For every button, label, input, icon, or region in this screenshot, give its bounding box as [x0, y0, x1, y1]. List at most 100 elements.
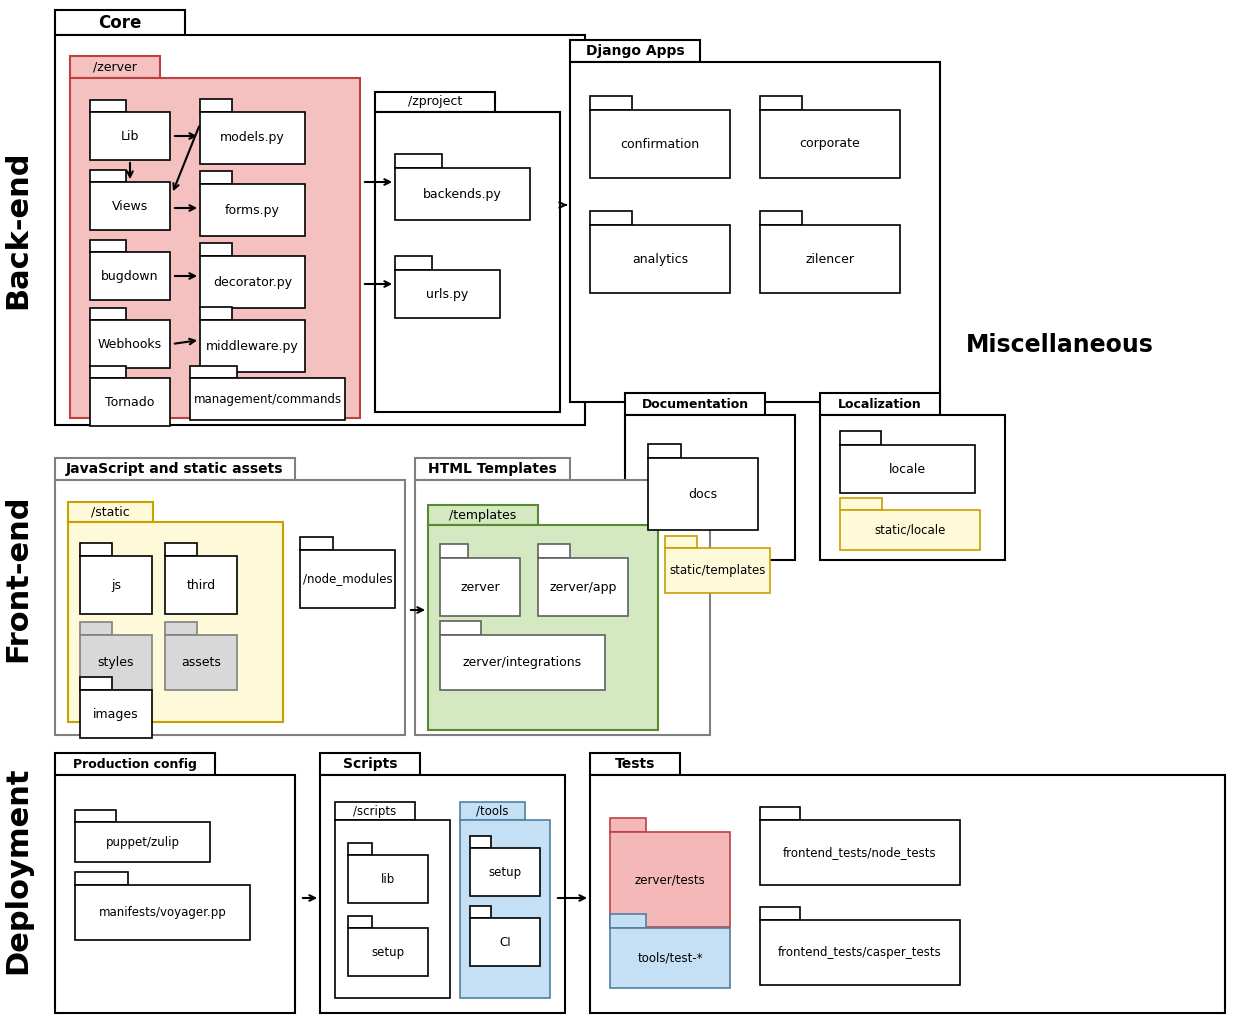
Bar [348, 928, 428, 976]
Text: assets: assets [181, 657, 221, 669]
Bar [471, 906, 491, 918]
Bar [471, 848, 540, 896]
Text: zerver/tests: zerver/tests [635, 873, 705, 886]
Bar [761, 807, 799, 820]
Bar [90, 252, 169, 300]
Bar [55, 753, 215, 775]
Text: Core: Core [98, 13, 142, 32]
Bar [90, 240, 126, 252]
Bar [840, 445, 975, 493]
Bar [428, 525, 658, 730]
Bar [395, 256, 432, 270]
Bar [200, 112, 305, 164]
Bar [761, 211, 802, 225]
Text: analytics: analytics [633, 252, 688, 265]
Text: /zproject: /zproject [408, 96, 462, 108]
Bar [375, 92, 494, 112]
Text: backends.py: backends.py [423, 188, 502, 200]
Bar [200, 243, 231, 256]
Bar [55, 775, 295, 1013]
Bar [190, 366, 236, 378]
Text: Localization: Localization [838, 397, 922, 410]
Bar [570, 62, 940, 402]
Bar [75, 810, 115, 822]
Bar [820, 415, 1005, 560]
Text: Webhooks: Webhooks [98, 338, 162, 350]
Bar [590, 753, 680, 775]
Text: static/locale: static/locale [875, 524, 946, 536]
Bar [164, 543, 197, 556]
Bar [610, 914, 646, 928]
Text: /static: /static [92, 505, 129, 519]
Text: Lib: Lib [120, 130, 139, 143]
Bar [840, 431, 881, 445]
Bar [375, 112, 560, 412]
Text: /zerver: /zerver [93, 60, 137, 74]
Text: puppet/zulip: puppet/zulip [105, 835, 179, 848]
Bar [335, 803, 415, 820]
Bar [90, 378, 169, 426]
Bar [68, 522, 282, 722]
Bar [665, 548, 771, 593]
Bar [471, 836, 491, 848]
Bar [200, 171, 231, 184]
Bar [415, 480, 710, 735]
Bar [610, 832, 730, 927]
Bar [761, 96, 802, 110]
Bar [80, 677, 113, 690]
Bar [625, 393, 766, 415]
Text: middleware.py: middleware.py [206, 340, 299, 352]
Bar [441, 544, 468, 558]
Bar [164, 635, 237, 690]
Bar [461, 803, 525, 820]
Text: docs: docs [689, 487, 718, 500]
Bar [840, 510, 980, 550]
Bar [75, 872, 128, 885]
Text: tools/test-*: tools/test-* [638, 952, 703, 965]
Bar [90, 182, 169, 230]
Text: Tornado: Tornado [105, 395, 154, 408]
Text: decorator.py: decorator.py [213, 276, 292, 289]
Bar [461, 820, 550, 998]
Bar [90, 320, 169, 368]
Bar [761, 907, 799, 920]
Text: /templates: /templates [449, 508, 517, 522]
Bar [90, 100, 126, 112]
Text: zilencer: zilencer [806, 252, 855, 265]
Bar [80, 622, 113, 635]
Text: setup: setup [488, 866, 522, 878]
Bar [75, 885, 250, 940]
Text: Django Apps: Django Apps [586, 44, 684, 58]
Bar [55, 480, 405, 735]
Bar [55, 10, 184, 35]
Bar [610, 818, 646, 832]
Bar [80, 690, 152, 738]
Bar [590, 110, 730, 178]
Bar [590, 225, 730, 293]
Bar [538, 544, 570, 558]
Text: corporate: corporate [799, 138, 861, 150]
Text: Documentation: Documentation [641, 397, 748, 410]
Text: Front-end: Front-end [4, 494, 33, 662]
Bar [441, 558, 520, 616]
Bar [190, 378, 345, 420]
Text: locale: locale [889, 463, 926, 476]
Bar [761, 920, 960, 985]
Text: JavaScript and static assets: JavaScript and static assets [67, 461, 284, 476]
Bar [200, 256, 305, 308]
Text: frontend_tests/node_tests: frontend_tests/node_tests [783, 846, 936, 859]
Text: images: images [93, 708, 139, 721]
Bar [428, 505, 538, 525]
Text: setup: setup [371, 945, 404, 959]
Bar [441, 635, 605, 690]
Text: Miscellaneous: Miscellaneous [966, 333, 1153, 357]
Bar [70, 56, 159, 78]
Text: zerver/integrations: zerver/integrations [463, 657, 582, 669]
Text: bugdown: bugdown [102, 270, 158, 283]
Text: third: third [187, 579, 216, 591]
Bar [68, 502, 153, 522]
Text: zerver: zerver [461, 581, 499, 593]
Text: static/templates: static/templates [669, 564, 766, 577]
Bar [75, 822, 210, 862]
Bar [395, 270, 499, 318]
